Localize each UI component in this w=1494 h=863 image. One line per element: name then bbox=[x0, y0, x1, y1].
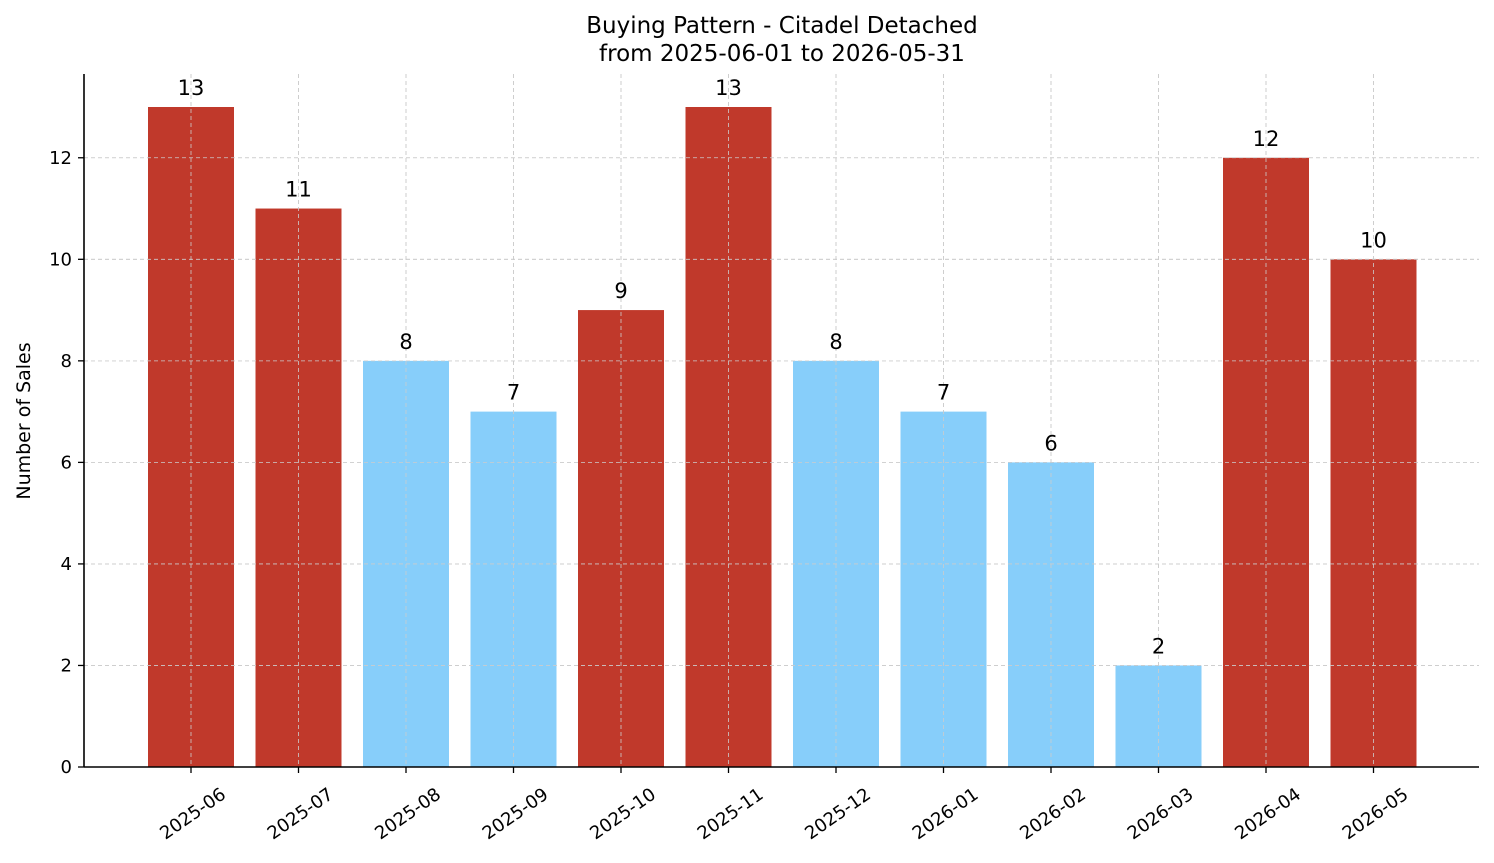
y-tick-label: 8 bbox=[61, 351, 72, 372]
bar-value-label: 11 bbox=[285, 178, 312, 202]
bar-value-label: 12 bbox=[1253, 127, 1280, 151]
bar-value-label: 8 bbox=[829, 330, 842, 354]
bar-value-label: 2 bbox=[1152, 634, 1165, 658]
bar-value-label: 13 bbox=[178, 76, 205, 100]
x-tick-label: 2025-12 bbox=[801, 784, 875, 844]
x-tick-label: 2025-06 bbox=[156, 784, 230, 844]
y-tick-label: 0 bbox=[61, 757, 72, 778]
y-tick-label: 4 bbox=[61, 554, 72, 575]
y-tick-label: 10 bbox=[49, 249, 72, 270]
y-tick-label: 2 bbox=[61, 655, 72, 676]
bar-2026-03 bbox=[1115, 665, 1202, 767]
y-tick-label: 6 bbox=[61, 452, 72, 473]
x-tick-label: 2026-04 bbox=[1231, 784, 1305, 844]
gridlines-overlay bbox=[84, 74, 1479, 767]
x-tick-label: 2025-09 bbox=[479, 784, 553, 844]
x-tick-label: 2026-01 bbox=[909, 784, 983, 844]
x-tick-label: 2025-11 bbox=[694, 784, 768, 844]
chart-subtitle: from 2025-06-01 to 2026-05-31 bbox=[599, 41, 965, 67]
bar-value-label: 6 bbox=[1044, 431, 1057, 455]
bar-value-label: 13 bbox=[715, 76, 742, 100]
value-labels: 13 11 8 7 9 13 8 7 6 2 12 10 bbox=[178, 76, 1387, 658]
bar-value-label: 8 bbox=[399, 330, 412, 354]
bars bbox=[148, 107, 1417, 768]
y-axis-label: Number of Sales bbox=[13, 342, 35, 499]
x-tick-label: 2026-02 bbox=[1016, 784, 1090, 844]
bar-value-label: 9 bbox=[614, 279, 627, 303]
bar-value-label: 7 bbox=[507, 381, 520, 405]
x-tick-label: 2025-10 bbox=[586, 784, 660, 844]
bar-value-label: 10 bbox=[1360, 228, 1387, 252]
chart-title: Buying Pattern - Citadel Detached bbox=[586, 13, 977, 39]
x-tick-label: 2026-05 bbox=[1339, 784, 1413, 844]
bar-2025-11 bbox=[685, 107, 772, 767]
bar-value-label: 7 bbox=[937, 381, 950, 405]
x-tick-label: 2025-07 bbox=[264, 784, 338, 844]
x-tick-label: 2025-08 bbox=[371, 784, 445, 844]
bar-2025-06 bbox=[148, 107, 234, 767]
x-tick-label: 2026-03 bbox=[1124, 784, 1198, 844]
y-tick-label: 12 bbox=[49, 148, 72, 169]
